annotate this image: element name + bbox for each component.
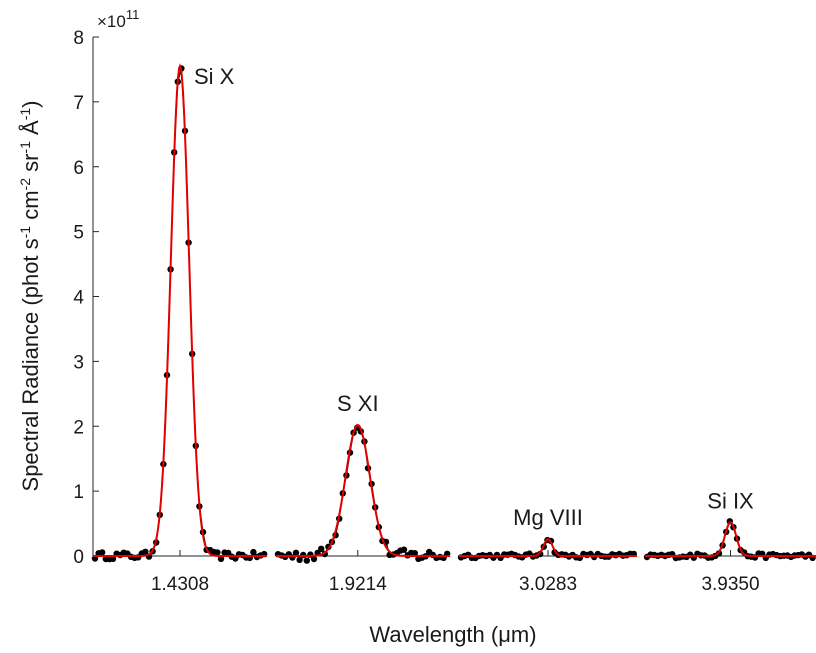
data-point — [303, 557, 310, 564]
y-title-superscript: -1 — [17, 141, 33, 154]
y-tick-label: 2 — [73, 417, 84, 438]
emission-line-label: Si IX — [707, 488, 754, 513]
data-point — [310, 555, 318, 563]
emission-line-label: S XI — [337, 391, 379, 416]
y-exponent-label: ×1011 — [97, 7, 139, 31]
data-point — [109, 555, 117, 562]
x-tick-label: 1.9214 — [329, 574, 388, 595]
data-line — [94, 68, 265, 561]
fit-curve — [276, 423, 450, 557]
data-point — [411, 550, 418, 557]
y-title-superscript: -2 — [17, 178, 33, 191]
y-title-segment: cm — [18, 190, 43, 225]
data-point — [296, 556, 303, 563]
x-axis-title: Wavelength (μm) — [369, 622, 536, 647]
panel-si-x: 1.4308 Si X — [91, 63, 268, 595]
axes: 0 1 2 3 4 5 6 7 8 ×1011 Spectral Radiance (phot … — [17, 7, 537, 647]
fit-curve — [459, 537, 637, 557]
y-tick-label: 3 — [73, 352, 84, 373]
y-title-segment: ) — [18, 101, 43, 108]
fit-curve — [93, 63, 267, 557]
y-tick-label: 8 — [73, 28, 84, 49]
x-tick-label: 1.4308 — [151, 574, 209, 595]
panel-s-xi: 1.9214 S XI — [274, 391, 451, 595]
y-title-segment: Spectral Radiance (phot s — [18, 238, 43, 491]
y-tick-label: 0 — [73, 547, 84, 568]
emission-line-label: Mg VIII — [513, 505, 583, 530]
data-point — [537, 550, 544, 558]
y-tick-label: 6 — [73, 158, 84, 179]
data-point — [318, 545, 325, 552]
data-point — [400, 546, 408, 553]
y-title-segment: Å — [18, 120, 43, 141]
emission-line-label: Si X — [194, 64, 235, 89]
y-tick-label: 5 — [73, 223, 84, 244]
data-line — [277, 426, 448, 562]
data-point — [214, 549, 221, 556]
y-tick-label: 7 — [73, 93, 84, 114]
y-tick-label: 4 — [73, 288, 84, 309]
data-point — [217, 555, 225, 562]
data-point — [99, 549, 106, 556]
y-title-segment: sr — [18, 154, 43, 178]
fit-curve — [645, 521, 816, 557]
y-title-superscript: -1 — [17, 108, 33, 121]
x-tick-label: 3.0283 — [519, 574, 577, 595]
data-point — [142, 548, 149, 555]
y-exponent-power: 11 — [126, 7, 140, 22]
data-point — [250, 548, 257, 556]
panel-mg-viii: 3.0283 Mg VIII — [457, 505, 637, 595]
data-point — [292, 549, 300, 556]
y-exponent-prefix: ×10 — [97, 12, 126, 31]
y-axis-title: Spectral Radiance (phot s-1 cm-2 sr-1 Å-… — [17, 101, 43, 492]
y-ticks: 0 1 2 3 4 5 6 7 8 — [73, 28, 99, 568]
spectral-panels: 1.4308 Si X 1.9214 S XI 3.0283 Mg VIII 3.9350 S… — [91, 63, 816, 595]
x-tick-label: 3.9350 — [701, 574, 759, 595]
panel-si-ix: 3.9350 Si IX — [643, 488, 816, 595]
y-title-superscript: -1 — [17, 226, 33, 239]
y-tick-label: 1 — [73, 482, 84, 503]
